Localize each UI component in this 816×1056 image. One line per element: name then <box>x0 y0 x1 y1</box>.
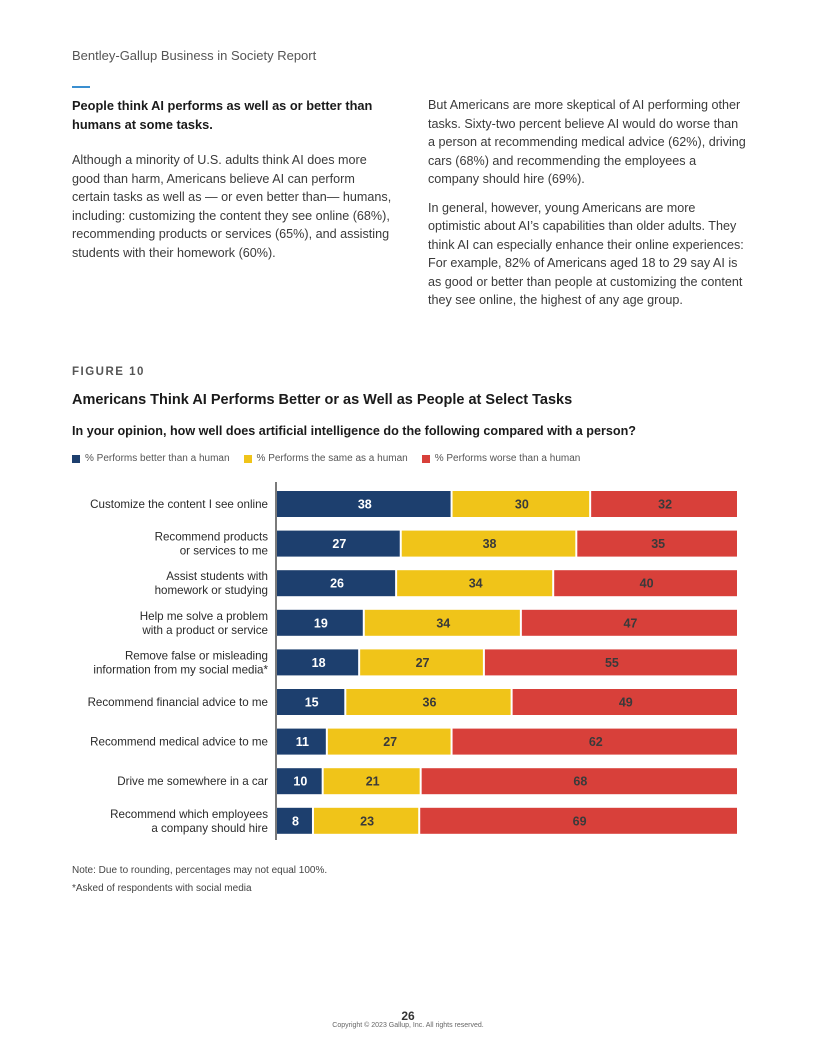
data-label-worse: 35 <box>651 537 665 551</box>
chart-legend: % Performs better than a human % Perform… <box>72 453 580 464</box>
left-paragraph: Although a minority of U.S. adults think… <box>72 153 392 260</box>
figure-title: Americans Think AI Performs Better or as… <box>72 392 573 408</box>
page-number: 26 <box>401 1009 415 1023</box>
bar-same <box>401 530 576 557</box>
legend-label-same: % Performs the same as a human <box>256 453 408 464</box>
data-label-better: 8 <box>292 814 299 828</box>
data-label-same: 34 <box>469 577 483 591</box>
legend-swatch-better <box>72 454 80 463</box>
asterisk-note: *Asked of respondents with social media <box>72 883 252 894</box>
right-paragraph-2: In general, however, young Americans are… <box>428 200 744 308</box>
bar-same <box>364 609 520 636</box>
data-label-worse: 55 <box>605 656 619 670</box>
figure-question: In your opinion, how well does artificia… <box>72 424 636 438</box>
legend-label-better: % Performs better than a human <box>85 453 230 464</box>
data-label-worse: 68 <box>573 775 587 789</box>
accent-rule <box>72 86 90 88</box>
bar-same <box>313 807 419 834</box>
category-label: Help me solve a problem with a product or… <box>140 610 268 637</box>
data-label-same: 34 <box>436 616 450 630</box>
bar-better <box>277 570 396 597</box>
data-label-better: 10 <box>293 775 307 789</box>
figure-label: FIGURE 10 <box>72 366 145 378</box>
data-label-same: 23 <box>360 814 374 828</box>
data-label-same: 30 <box>515 498 529 512</box>
bar-better <box>277 768 322 795</box>
bar-worse <box>554 570 737 597</box>
data-label-same: 27 <box>383 735 397 749</box>
data-label-worse: 49 <box>619 696 633 710</box>
data-label-worse: 40 <box>640 577 654 591</box>
bar-same <box>323 768 420 795</box>
data-label-better: 38 <box>358 498 372 512</box>
bar-worse <box>512 689 737 715</box>
legend-item-same: % Performs the same as a human <box>243 453 408 464</box>
bar-same <box>397 570 553 597</box>
left-column: People think AI performs as well as or b… <box>72 96 392 272</box>
stacked-bar-chart: Customize the content I see online 38 30 32… <box>88 482 737 840</box>
bar-better <box>277 491 451 517</box>
data-label-same: 36 <box>423 696 437 710</box>
legend-swatch-same <box>243 454 252 463</box>
category-label: Recommend medical advice to me <box>90 736 268 749</box>
bar-worse <box>421 768 737 795</box>
bar-better <box>277 728 326 755</box>
bar-worse <box>452 728 737 755</box>
data-label-same: 27 <box>416 656 430 670</box>
rounding-note: Note: Due to rounding, percentages may n… <box>72 865 328 876</box>
data-label-same: 21 <box>366 775 380 789</box>
data-label-better: 11 <box>296 735 309 749</box>
section-heading: People think AI performs as well as or b… <box>72 98 373 132</box>
report-header: Bentley-Gallup Business in Society Repor… <box>72 48 317 63</box>
bar-worse <box>420 807 737 834</box>
category-label: Remove false or misleading information fr… <box>93 649 268 676</box>
legend-label-worse: % Performs worse than a human <box>434 453 581 464</box>
data-label-same: 38 <box>483 537 497 551</box>
data-label-better: 26 <box>330 577 344 591</box>
legend-item-better: % Performs better than a human <box>72 453 230 464</box>
bar-same <box>360 649 483 676</box>
legend-swatch-worse <box>421 454 430 463</box>
right-paragraph-1: But Americans are more skeptical of AI p… <box>428 98 746 186</box>
data-label-worse: 47 <box>623 616 637 630</box>
data-label-better: 19 <box>314 616 328 630</box>
data-label-worse: 69 <box>573 814 587 828</box>
chart-notes: Note: Due to rounding, percentages may n… <box>72 862 327 898</box>
data-label-better: 15 <box>305 696 319 710</box>
category-label: Drive me somewhere in a car <box>117 775 268 788</box>
bar-same <box>452 491 590 517</box>
bar-same <box>327 728 451 755</box>
category-label: Recommend products or services to me <box>155 531 269 558</box>
bar-worse <box>521 609 737 636</box>
copyright: Copyright © 2023 Gallup, Inc. All rights… <box>332 1022 484 1029</box>
bar-same <box>346 689 511 715</box>
data-label-better: 18 <box>312 656 326 670</box>
bar-better <box>277 689 345 715</box>
bar-better <box>277 649 359 676</box>
category-label: Recommend which employees a company shoul… <box>110 808 268 835</box>
data-label-better: 27 <box>332 537 346 551</box>
bar-worse <box>577 530 737 557</box>
bar-better <box>277 530 400 557</box>
bar-better <box>277 807 312 834</box>
category-label: Customize the content I see online <box>90 498 268 511</box>
data-label-worse: 62 <box>589 735 603 749</box>
data-label-worse: 32 <box>658 498 672 512</box>
bar-worse <box>484 649 737 676</box>
bar-better <box>277 609 363 636</box>
category-label: Recommend financial advice to me <box>88 696 268 709</box>
category-label: Assist students with homework or studying <box>155 570 268 597</box>
legend-item-worse: % Performs worse than a human <box>421 453 581 464</box>
right-column: But Americans are more skeptical of AI p… <box>428 96 748 320</box>
bar-worse <box>591 491 737 517</box>
